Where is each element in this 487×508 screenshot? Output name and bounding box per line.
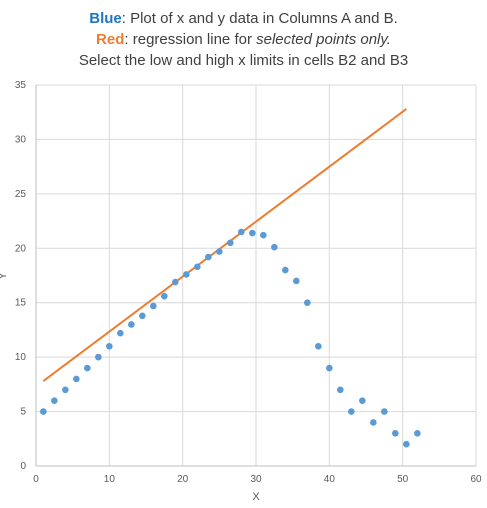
y-tick-label: 5	[20, 407, 26, 418]
data-point	[216, 248, 223, 255]
data-point	[51, 397, 58, 404]
data-point	[414, 430, 421, 437]
data-point	[238, 229, 245, 236]
data-point	[304, 299, 311, 306]
data-point	[183, 271, 190, 278]
x-tick-label: 0	[33, 474, 39, 485]
points-layer	[40, 229, 421, 448]
data-point	[403, 441, 410, 448]
x-tick-label: 20	[177, 474, 189, 485]
y-tick-label: 0	[20, 461, 26, 472]
grid-lines	[36, 85, 476, 466]
data-point	[128, 321, 135, 328]
data-point	[348, 408, 355, 415]
x-tick-label: 10	[104, 474, 116, 485]
regression-line	[43, 109, 406, 381]
data-point	[95, 354, 102, 361]
data-point	[150, 303, 157, 310]
y-tick-label: 35	[15, 80, 27, 91]
data-point	[359, 397, 366, 404]
data-point	[106, 343, 113, 350]
data-point	[62, 387, 69, 394]
y-tick-label: 25	[15, 189, 27, 200]
data-point	[194, 263, 201, 270]
data-point	[139, 312, 146, 319]
data-point	[293, 278, 300, 285]
data-point	[315, 343, 322, 350]
data-point	[271, 244, 278, 251]
data-point	[337, 387, 344, 394]
y-tick-label: 30	[15, 134, 27, 145]
data-point	[73, 376, 80, 383]
regression-layer	[43, 109, 406, 381]
x-tick-label: 40	[324, 474, 336, 485]
y-axis-label: Y	[0, 272, 9, 280]
x-tick-label: 60	[470, 474, 482, 485]
data-point	[249, 230, 256, 237]
data-point	[40, 408, 47, 415]
y-tick-label: 10	[15, 352, 27, 363]
tick-labels: 0 5 10 15 20 25 30 35 0 10 20 30 40 50 60	[15, 80, 482, 485]
data-point	[227, 240, 234, 247]
y-tick-label: 20	[15, 243, 27, 254]
data-point	[370, 419, 377, 426]
data-point	[84, 365, 91, 372]
data-point	[381, 408, 388, 415]
data-point	[117, 330, 124, 337]
data-point	[205, 254, 212, 261]
x-tick-label: 50	[397, 474, 409, 485]
x-tick-label: 30	[250, 474, 262, 485]
data-point	[282, 267, 289, 274]
x-axis-label: X	[252, 491, 260, 503]
data-point	[172, 279, 179, 286]
data-point	[161, 293, 168, 300]
data-point	[392, 430, 399, 437]
data-point	[326, 365, 333, 372]
y-tick-label: 15	[15, 298, 27, 309]
data-point	[260, 232, 267, 239]
